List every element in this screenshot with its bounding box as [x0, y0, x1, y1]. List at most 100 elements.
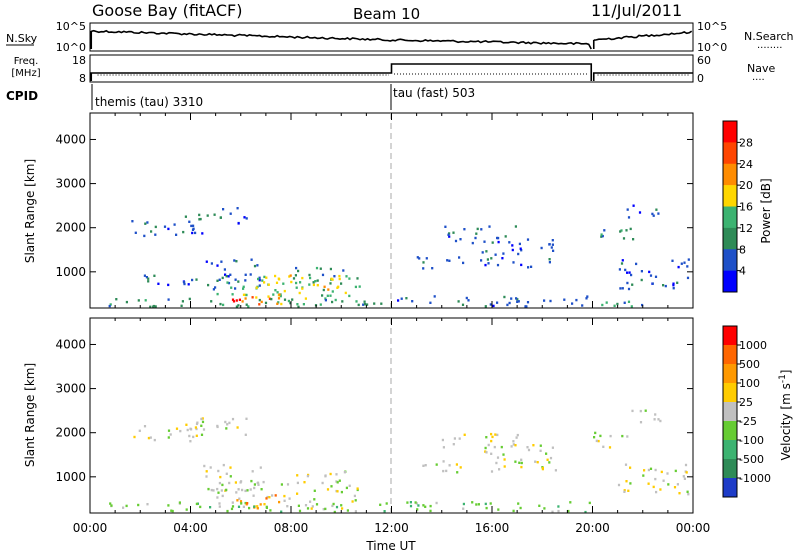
- heatmap-cell: [228, 421, 231, 425]
- heatmap-cell: [527, 448, 531, 452]
- heatmap-cell: [629, 482, 632, 485]
- heatmap-cell: [331, 504, 334, 508]
- heatmap-cell: [167, 227, 170, 231]
- heatmap-cell: [491, 435, 494, 439]
- heatmap-cell: [600, 235, 603, 238]
- heatmap-cell: [581, 304, 584, 307]
- heatmap-cell: [253, 505, 256, 508]
- heatmap-cell: [240, 480, 243, 483]
- site-title: Goose Bay (fitACF): [92, 1, 242, 20]
- heatmap-cell: [276, 291, 279, 294]
- heatmap-cell: [405, 297, 408, 300]
- heatmap-cell: [268, 297, 271, 300]
- heatmap-cell: [296, 474, 299, 477]
- heatmap-cell: [494, 433, 497, 436]
- heatmap-cell: [672, 284, 675, 287]
- heatmap-cell: [246, 489, 249, 492]
- heatmap-cell: [345, 275, 348, 278]
- heatmap-cell: [336, 490, 339, 493]
- heatmap-cell: [122, 506, 125, 509]
- heatmap-cell: [534, 460, 537, 463]
- heatmap-cell: [269, 509, 272, 512]
- heatmap-cell: [498, 468, 501, 471]
- heatmap-cell: [654, 275, 658, 278]
- heatmap-cell: [218, 481, 221, 485]
- heatmap-cell: [683, 477, 686, 480]
- heatmap-cell: [312, 283, 315, 287]
- heatmap-cell: [109, 303, 112, 306]
- heatmap-cell: [316, 284, 319, 287]
- heatmap-cell: [445, 469, 448, 473]
- heatmap-cell: [237, 304, 240, 307]
- heatmap-cell: [618, 268, 621, 271]
- heatmap-cell: [624, 268, 627, 272]
- heatmap-cell: [335, 480, 338, 483]
- heatmap-cell: [502, 453, 505, 456]
- heatmap-cell: [194, 426, 197, 429]
- heatmap-cell: [652, 485, 655, 489]
- y-tick-label: 1000: [55, 470, 86, 484]
- heatmap-cell: [346, 509, 349, 512]
- heatmap-cell: [167, 283, 170, 287]
- heatmap-cell: [481, 251, 484, 254]
- colorbar-frame: [722, 325, 738, 498]
- heatmap-cell: [221, 483, 224, 487]
- heatmap-cell: [186, 428, 189, 432]
- heatmap-cell: [659, 488, 662, 491]
- heatmap-cell: [475, 503, 478, 506]
- heatmap-cell: [277, 297, 281, 300]
- heatmap-cell: [237, 222, 240, 225]
- heatmap-cell: [539, 449, 542, 452]
- heatmap-cell: [627, 489, 630, 492]
- heatmap-cell: [195, 422, 199, 426]
- heatmap-cell: [666, 472, 669, 475]
- heatmap-cell: [144, 299, 147, 302]
- heatmap-cell: [638, 211, 642, 214]
- heatmap-cell: [265, 506, 268, 509]
- heatmap-cell: [185, 423, 188, 426]
- heatmap-cell: [548, 243, 551, 246]
- heatmap-cell: [448, 232, 451, 235]
- heatmap-cell: [514, 460, 517, 463]
- heatmap-cell: [519, 506, 522, 510]
- heatmap-cell: [686, 265, 689, 268]
- heatmap-cell: [539, 444, 542, 447]
- heatmap-cell: [250, 258, 253, 261]
- colorbar-swatch: [723, 163, 737, 186]
- heatmap-cell: [235, 491, 238, 494]
- heatmap-cell: [411, 300, 414, 303]
- heatmap-cell: [493, 445, 496, 449]
- colorbar-swatch: [723, 121, 737, 143]
- heatmap-cell: [654, 413, 657, 416]
- heatmap-cell: [435, 501, 438, 505]
- heatmap-cell: [622, 237, 626, 240]
- heatmap-cell: [640, 270, 643, 273]
- cpid-panel: CPID themis (tau) 3310 tau (fast) 503: [6, 84, 475, 110]
- heatmap-cell: [238, 497, 241, 500]
- heatmap-cell: [508, 301, 511, 305]
- freq-tick-bottom: 8: [79, 72, 86, 85]
- nsky-tick-top: 10^5: [56, 20, 86, 33]
- heatmap-cell: [599, 434, 602, 438]
- heatmap-cell: [224, 273, 227, 276]
- heatmap-cell: [189, 440, 192, 443]
- heatmap-cell: [137, 299, 140, 302]
- heatmap-cell: [149, 305, 152, 308]
- heatmap-cell: [231, 417, 235, 421]
- heatmap-cell: [454, 239, 458, 243]
- heatmap-cell: [512, 509, 515, 513]
- nsearch-legend-line: ........: [757, 40, 782, 51]
- nave-label: Nave: [747, 62, 775, 75]
- heatmap-cell: [341, 507, 344, 510]
- heatmap-cell: [274, 274, 277, 278]
- heatmap-cell: [655, 490, 658, 494]
- heatmap-cell: [518, 242, 521, 246]
- heatmap-cell: [362, 303, 365, 306]
- heatmap-cell: [632, 238, 635, 241]
- heatmap-cell: [287, 299, 290, 303]
- heatmap-cell: [309, 276, 312, 280]
- heatmap-cell: [484, 263, 487, 267]
- heatmap-cell: [229, 475, 232, 478]
- heatmap-cell: [489, 502, 492, 505]
- heatmap-cell: [551, 239, 554, 242]
